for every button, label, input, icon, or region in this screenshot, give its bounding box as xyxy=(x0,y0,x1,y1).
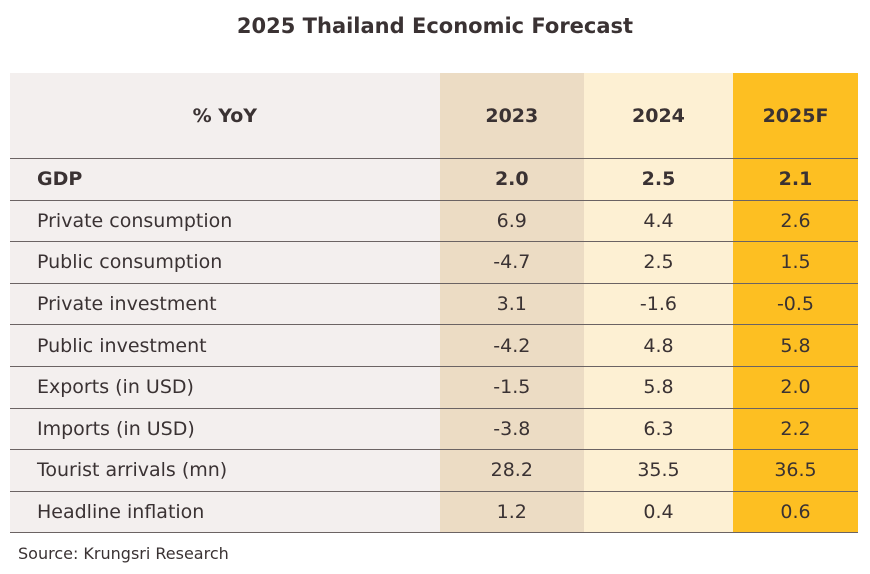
cell-value: 2.6 xyxy=(733,200,858,243)
table-row: Tourist arrivals (mn) 28.2 35.5 36.5 xyxy=(10,449,858,492)
row-label: GDP xyxy=(10,158,440,201)
table-row: Public consumption -4.7 2.5 1.5 xyxy=(10,241,858,284)
cell-value: 6.9 xyxy=(439,200,584,243)
chart-title: 2025 Thailand Economic Forecast xyxy=(236,14,634,38)
row-label: Exports (in USD) xyxy=(10,366,440,409)
cell-value: -1.5 xyxy=(439,366,584,409)
column-header: % YoY xyxy=(10,73,440,159)
forecast-table: % YoY 2023 2024 2025F GDP 2.0 2.5 2.1 Private c… xyxy=(10,73,858,534)
cell-value: 0.6 xyxy=(733,491,858,534)
cell-value: 5.8 xyxy=(733,324,858,367)
table-row: GDP 2.0 2.5 2.1 xyxy=(10,158,858,201)
table-row: Headline inflation 1.2 0.4 0.6 xyxy=(10,491,858,534)
cell-value: 1.2 xyxy=(439,491,584,534)
table-row: Public investment -4.2 4.8 5.8 xyxy=(10,324,858,367)
row-label: Public consumption xyxy=(10,241,440,284)
cell-value: 2.5 xyxy=(583,158,733,201)
cell-value: 5.8 xyxy=(583,366,733,409)
row-label: Private consumption xyxy=(10,200,440,243)
cell-value: 28.2 xyxy=(439,449,584,492)
cell-value: 35.5 xyxy=(583,449,733,492)
column-header: 2024 xyxy=(583,73,733,159)
row-label: Private investment xyxy=(10,283,440,326)
cell-value: 2.2 xyxy=(733,408,858,451)
cell-value: 4.4 xyxy=(583,200,733,243)
cell-value: 36.5 xyxy=(733,449,858,492)
cell-value: 2.0 xyxy=(733,366,858,409)
table-header: % YoY 2023 2024 2025F xyxy=(10,73,858,159)
row-label: Public investment xyxy=(10,324,440,367)
cell-value: 2.5 xyxy=(583,241,733,284)
row-label: Tourist arrivals (mn) xyxy=(10,449,440,492)
row-label: Imports (in USD) xyxy=(10,408,440,451)
cell-value: 1.5 xyxy=(733,241,858,284)
row-label: Headline inflation xyxy=(10,491,440,534)
cell-value: 3.1 xyxy=(439,283,584,326)
cell-value: -3.8 xyxy=(439,408,584,451)
cell-value: 2.1 xyxy=(733,158,858,201)
cell-value: 4.8 xyxy=(583,324,733,367)
table-row: Private investment 3.1 -1.6 -0.5 xyxy=(10,283,858,326)
cell-value: 0.4 xyxy=(583,491,733,534)
cell-value: -0.5 xyxy=(733,283,858,326)
cell-value: -4.7 xyxy=(439,241,584,284)
table-row: Private consumption 6.9 4.4 2.6 xyxy=(10,200,858,243)
column-header: 2023 xyxy=(439,73,584,159)
cell-value: -1.6 xyxy=(583,283,733,326)
cell-value: 6.3 xyxy=(583,408,733,451)
table-row: Exports (in USD) -1.5 5.8 2.0 xyxy=(10,366,858,409)
cell-value: 2.0 xyxy=(439,158,584,201)
source-note: Source: Krungsri Research xyxy=(18,544,229,563)
table-row: Imports (in USD) -3.8 6.3 2.2 xyxy=(10,408,858,451)
cell-value: -4.2 xyxy=(439,324,584,367)
column-header: 2025F xyxy=(733,73,858,159)
